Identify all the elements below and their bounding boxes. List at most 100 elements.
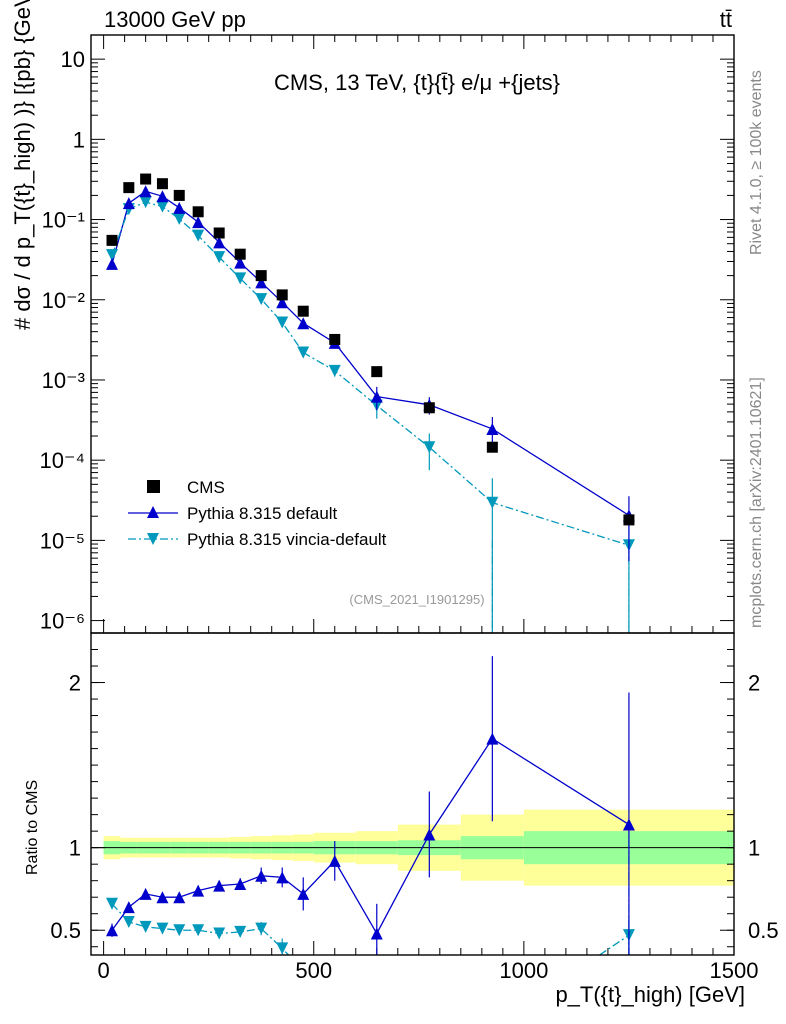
legend-cms-marker <box>147 480 160 493</box>
pythia-point <box>106 257 119 270</box>
ratio-pythia-point <box>622 818 635 831</box>
ratio-pythia-point <box>173 891 186 904</box>
ratio-ytick-label-right: 2 <box>748 671 760 696</box>
ratio-pythia-point <box>370 927 383 940</box>
vincia-point <box>173 212 186 225</box>
cms-point <box>276 289 288 301</box>
ratio-vincia-point <box>192 924 205 937</box>
ratio-pythia-point <box>234 877 247 890</box>
main-ytick-label: 10⁻⁴ <box>39 448 85 473</box>
ratio-pythia-line <box>111 737 630 935</box>
cms-point <box>140 173 152 185</box>
vincia-point <box>192 229 205 242</box>
ratio-pythia-point <box>156 891 169 904</box>
pythia-point <box>173 201 186 214</box>
pythia-point <box>192 216 205 229</box>
pythia-point <box>486 422 499 435</box>
ratio-pythia-point <box>213 879 226 892</box>
ratio-pythia-point <box>255 869 268 882</box>
vincia-point <box>297 346 310 359</box>
pythia-point <box>297 317 310 330</box>
vincia-point <box>423 441 436 454</box>
cms-point <box>192 206 204 218</box>
cms-point <box>255 270 267 282</box>
ratio-vincia-point <box>276 942 289 955</box>
rivet-version-text: Rivet 4.1.0, ≥ 100k events <box>748 70 765 255</box>
legend: CMS Pythia 8.315 default Pythia 8.315 vi… <box>128 478 387 549</box>
vincia-point <box>156 200 169 213</box>
vincia-point <box>486 496 499 509</box>
ratio-vincia-point <box>234 925 247 938</box>
ratio-xtick-label: 0 <box>97 958 109 983</box>
ratio-pythia-point <box>486 732 499 745</box>
vincia-line <box>111 201 630 546</box>
main-ytick-label: 10⁻² <box>42 288 85 313</box>
main-ytick-label: 10⁻³ <box>42 368 85 393</box>
ratio-axis-ticks: 0.5 0.5 1 1 2 2 0 500 1000 1500 <box>50 649 779 983</box>
main-series <box>106 173 635 633</box>
ratio-xtick-label: 1500 <box>710 958 759 983</box>
ratio-pythia-point <box>328 854 341 867</box>
pythia-point <box>122 197 135 210</box>
cms-point <box>156 178 168 190</box>
vincia-point <box>106 249 119 262</box>
ratio-pythia-point <box>276 871 289 884</box>
legend-vincia-marker <box>147 533 159 545</box>
cms-point <box>234 248 246 260</box>
pythia-point <box>370 390 383 403</box>
main-ytick-label: 10⁻⁵ <box>40 528 85 553</box>
pythia-point <box>213 236 226 249</box>
main-title: CMS, 13 TeV, {t}{t̄} e/μ +{jets} <box>274 70 560 95</box>
ratio-panel-frame <box>90 632 735 956</box>
ratio-pythia-point <box>192 884 205 897</box>
vincia-point <box>213 251 226 264</box>
main-axis-ticks: 10⁻⁶ 10⁻⁵ 10⁻⁴ 10⁻³ 10⁻² 10⁻¹ 1 10 <box>39 34 735 634</box>
main-ylabel: # dσ / d p_T({t}_high) )} [{pb} {GeV}^-1… <box>10 0 35 330</box>
ratio-pythia-point <box>122 901 135 914</box>
cms-point <box>297 305 309 317</box>
main-ytick-label: 10 <box>61 47 85 72</box>
cms-point <box>106 234 118 246</box>
header-right: tt̄ <box>720 7 732 32</box>
ratio-vincia-line-tail <box>599 933 630 956</box>
main-ytick-label: 1 <box>73 127 85 152</box>
pythia-point <box>156 190 169 203</box>
ratio-ytick-label: 2 <box>69 671 81 696</box>
ratio-vincia-point <box>173 924 186 937</box>
pythia-point <box>276 296 289 309</box>
cms-point <box>329 333 341 345</box>
main-ytick-label: 10⁻⁶ <box>40 609 85 634</box>
pythia-point <box>234 256 247 269</box>
ratio-vincia-point <box>139 920 152 933</box>
ratio-xlabel: p_T({t}_high) [GeV] <box>555 982 745 1007</box>
ratio-vincia-point <box>255 922 268 935</box>
pythia-point <box>139 185 152 198</box>
vincia-point <box>234 272 247 285</box>
ratio-ytick-label-right: 1 <box>748 836 760 861</box>
cms-point <box>173 189 185 201</box>
ratio-pythia-point <box>423 828 436 841</box>
ratio-pythia-point <box>106 924 119 937</box>
vincia-point <box>255 293 268 306</box>
ratio-vincia-point <box>213 927 226 940</box>
main-ytick-label: 10⁻¹ <box>42 208 85 233</box>
ratio-vincia-point <box>122 915 135 928</box>
ratio-ytick-label: 0.5 <box>50 918 81 943</box>
cms-point <box>371 366 383 378</box>
header-left: 13000 GeV pp <box>104 7 246 32</box>
cms-point <box>423 402 435 414</box>
cms-point <box>486 441 498 453</box>
legend-vincia-label: Pythia 8.315 vincia-default <box>187 530 387 549</box>
pythia-line <box>111 190 630 516</box>
ratio-vincia-point <box>156 922 169 935</box>
ratio-vincia-point <box>106 897 119 910</box>
cms-point <box>623 514 635 526</box>
legend-cms-label: CMS <box>187 478 225 497</box>
mcplots-site-text: mcplots.cern.ch [arXiv:2401.10621] <box>748 377 765 628</box>
vincia-point <box>139 196 152 209</box>
pythia-point <box>255 276 268 289</box>
ratio-pythia-point <box>297 887 310 900</box>
ratio-ylabel: Ratio to CMS <box>24 780 41 875</box>
ratio-ytick-label-right: 0.5 <box>748 918 779 943</box>
